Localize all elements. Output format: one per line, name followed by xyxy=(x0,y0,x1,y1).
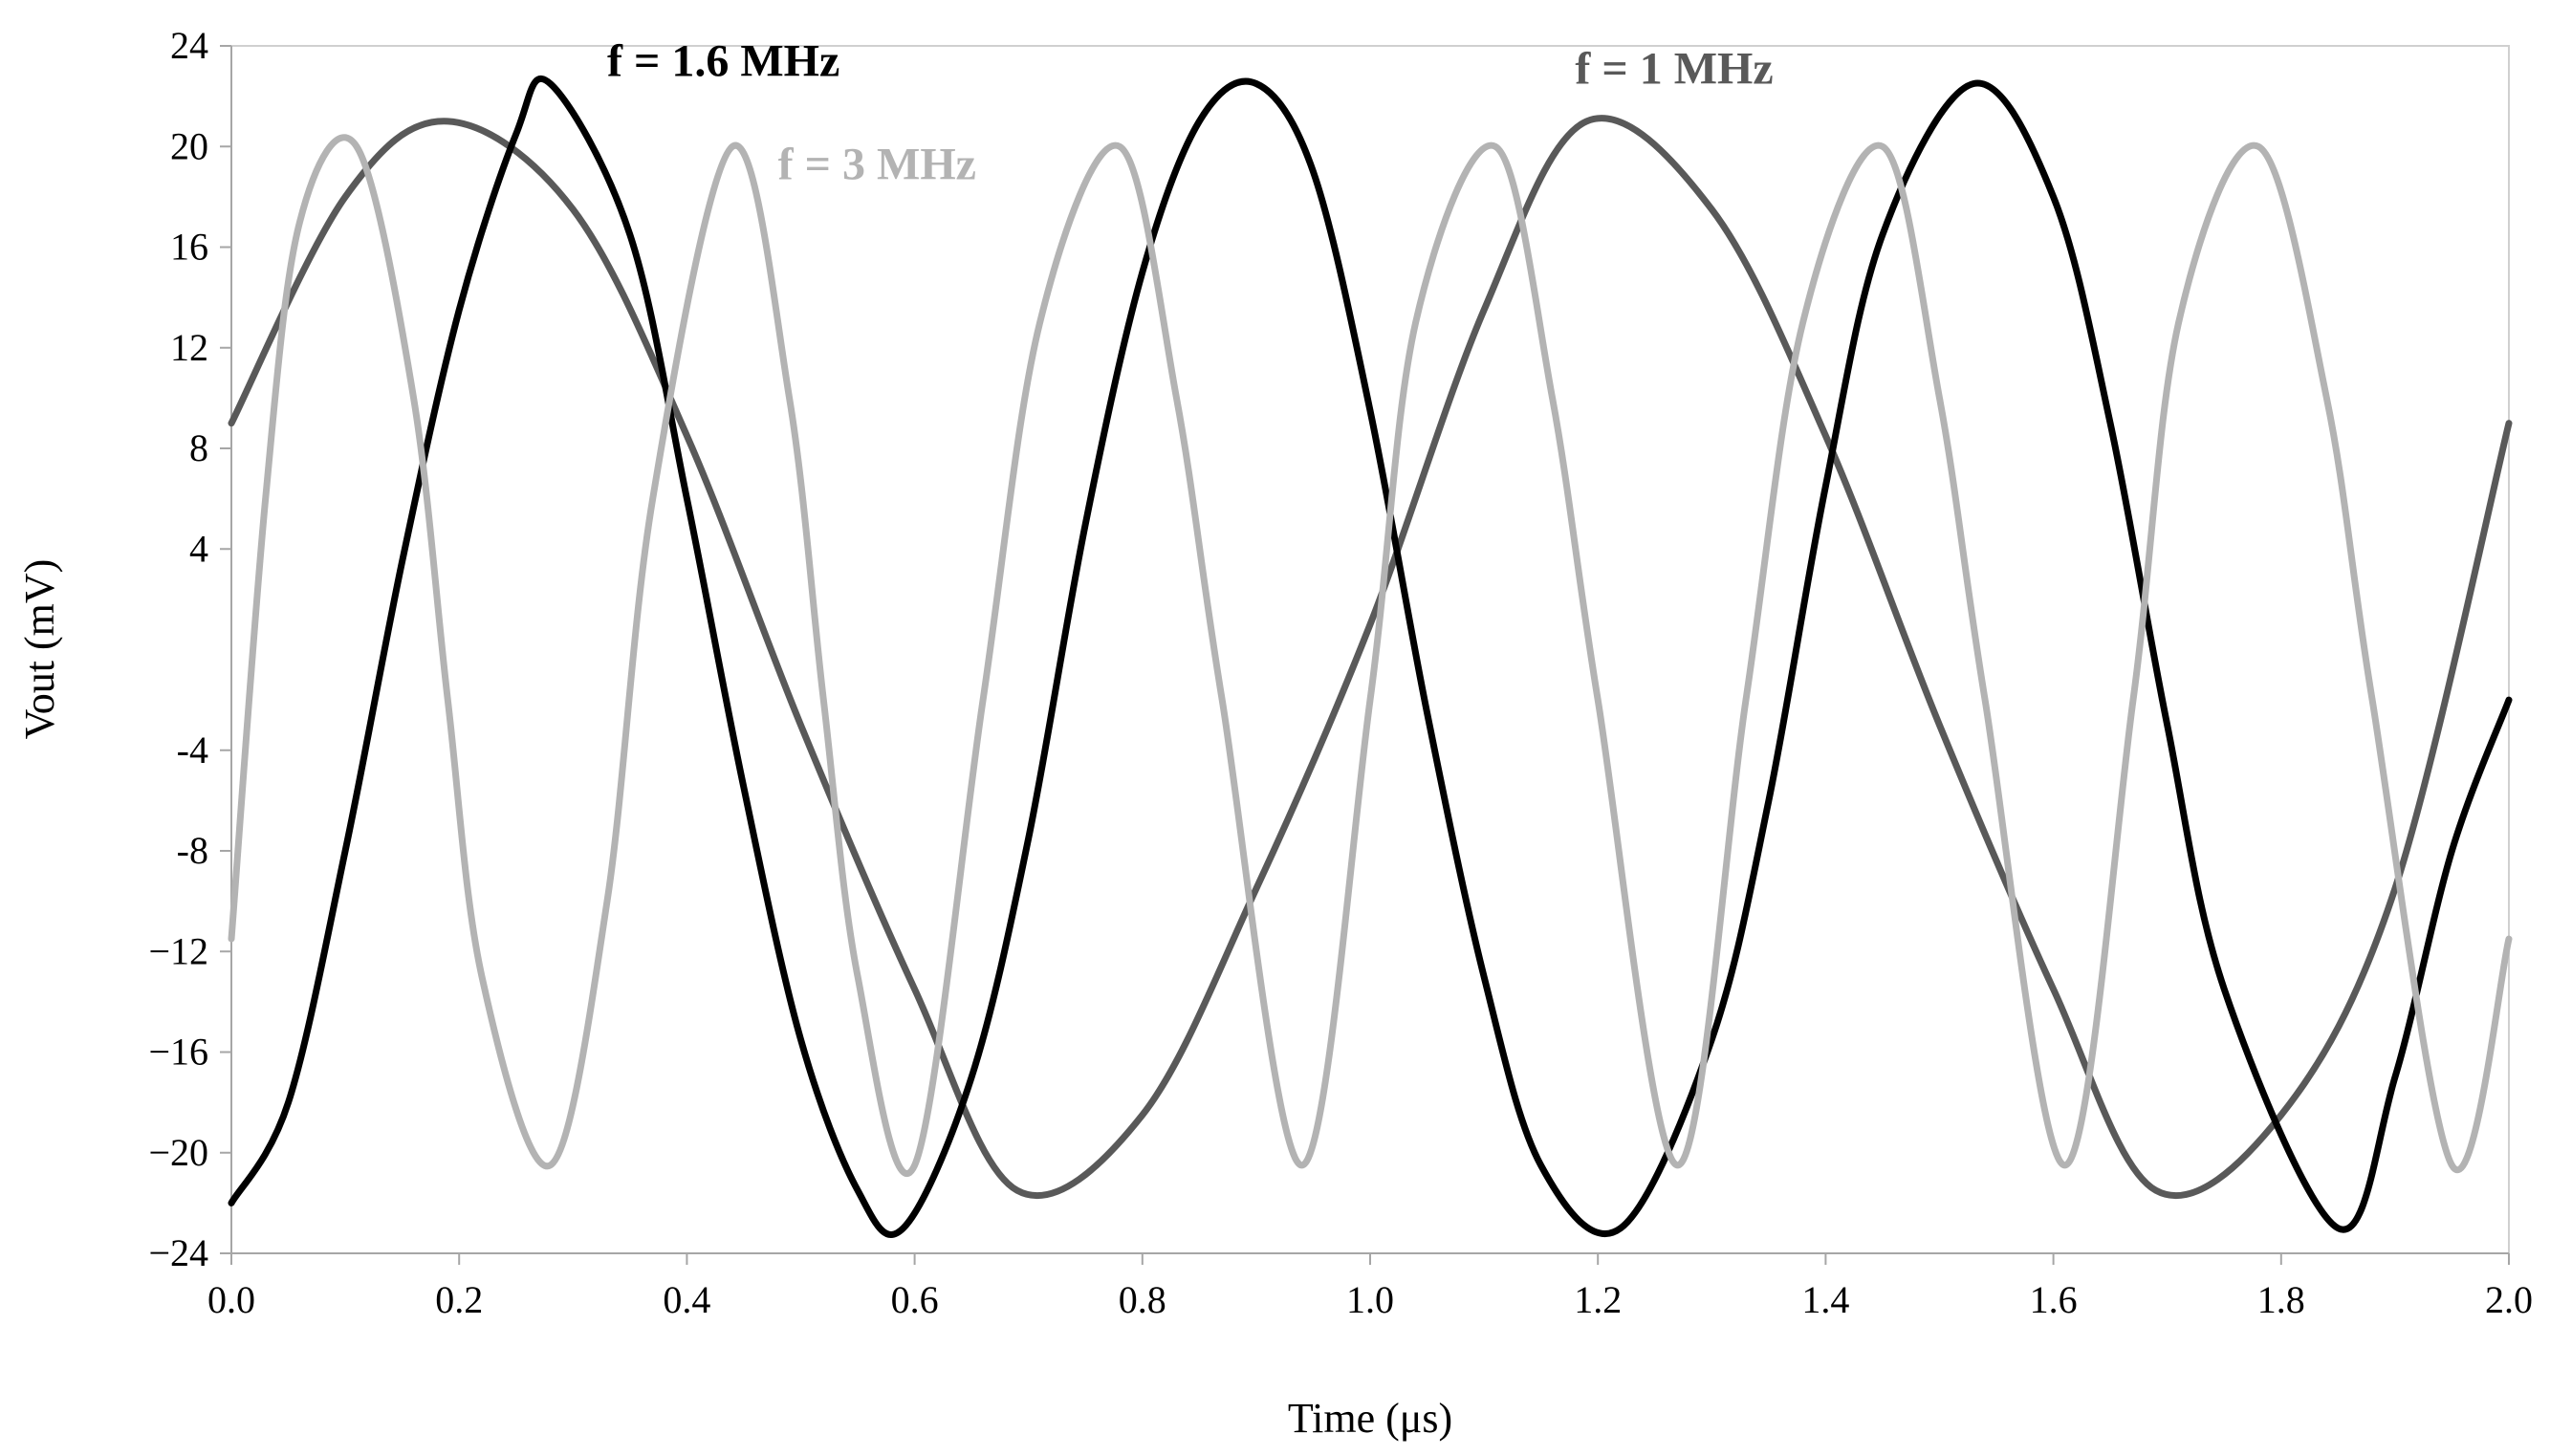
x-tick-label: 0.8 xyxy=(1119,1278,1166,1321)
series-line-f-3-mhz xyxy=(228,134,2513,1177)
y-tick-label: 12 xyxy=(170,326,208,369)
y-tick-label: 4 xyxy=(189,527,208,570)
x-tick-label: 1.8 xyxy=(2257,1278,2305,1321)
y-tick-label: −24 xyxy=(148,1231,208,1274)
y-tick-label: −16 xyxy=(148,1031,208,1074)
y-tick-label: -4 xyxy=(177,728,208,771)
y-tick-label: −20 xyxy=(148,1131,208,1174)
x-tick-label: 0.6 xyxy=(891,1278,939,1321)
x-axis-title: Time (μs) xyxy=(1288,1395,1452,1442)
series-group xyxy=(228,76,2513,1238)
y-tick-label: −12 xyxy=(148,929,208,972)
series-label: f = 1 MHz xyxy=(1575,43,1773,94)
y-axis: 24 20 16 12 8 4 -4 -8 −12 −16 −20 −24 xyxy=(148,24,232,1274)
y-tick-label: 24 xyxy=(170,24,208,67)
annotation-group: f = 1.6 MHz f = 3 MHz f = 1 MHz xyxy=(607,36,1774,190)
x-tick-label: 1.6 xyxy=(2030,1278,2078,1321)
y-tick-label: 16 xyxy=(170,226,208,269)
series-line-f-1-6-mhz xyxy=(228,76,2513,1238)
y-tick-label: 20 xyxy=(170,124,208,167)
series-label: f = 1.6 MHz xyxy=(607,36,839,87)
x-tick-label: 2.0 xyxy=(2485,1278,2533,1321)
x-tick-label: 0.0 xyxy=(207,1278,255,1321)
x-tick-label: 1.2 xyxy=(1574,1278,1622,1321)
series-label: f = 3 MHz xyxy=(778,139,976,189)
x-tick-label: 1.4 xyxy=(1801,1278,1849,1321)
y-axis-title: Vout (mV) xyxy=(16,559,63,740)
y-tick-label: 8 xyxy=(189,426,208,469)
x-tick-label: 1.0 xyxy=(1346,1278,1394,1321)
x-tick-label: 0.2 xyxy=(435,1278,483,1321)
series-line-f-1-mhz xyxy=(228,115,2513,1199)
y-tick-label: -8 xyxy=(177,829,208,872)
x-tick-label: 0.4 xyxy=(663,1278,710,1321)
x-axis: 0.0 0.2 0.4 0.6 0.8 1.0 1.2 1.4 1.6 1.8 2.0 xyxy=(207,1252,2533,1321)
